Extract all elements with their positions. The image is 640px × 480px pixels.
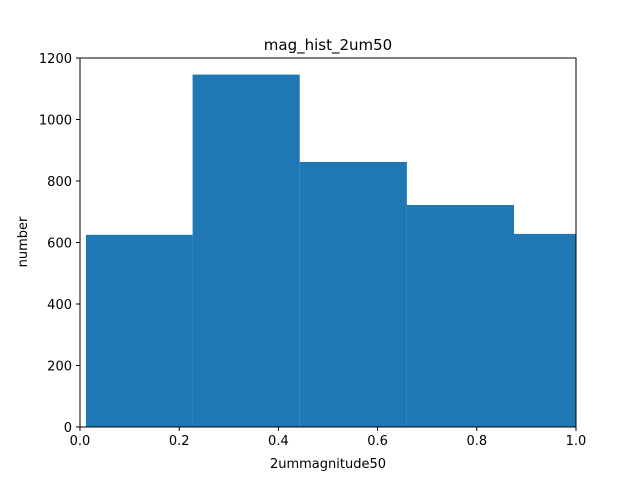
histogram-bar-3 bbox=[299, 161, 407, 427]
x-tick-label-2: 0.4 bbox=[268, 434, 289, 449]
y-tick-label-0: 0 bbox=[64, 421, 72, 436]
x-axis-label: 2ummagnitude50 bbox=[270, 457, 386, 472]
x-tick-label-0: 0.0 bbox=[70, 434, 91, 449]
y-tick-label-3: 600 bbox=[47, 237, 72, 252]
plot-frame bbox=[79, 57, 577, 428]
y-axis-ticks: 0 200 400 600 800 1000 1200 bbox=[39, 52, 80, 436]
y-tick-label-5: 1000 bbox=[39, 114, 72, 129]
histogram-bar-2 bbox=[192, 74, 300, 427]
bars-group bbox=[85, 74, 576, 427]
y-tick-label-6: 1200 bbox=[39, 52, 72, 67]
y-tick-label-1: 200 bbox=[47, 360, 72, 375]
chart-title: mag_hist_2um50 bbox=[264, 36, 392, 55]
x-tick-label-4: 0.8 bbox=[466, 434, 487, 449]
y-axis-label: number bbox=[16, 216, 31, 267]
x-tick-label-3: 0.6 bbox=[367, 434, 388, 449]
histogram-bar-4 bbox=[406, 204, 514, 427]
histogram-bar-1 bbox=[85, 234, 193, 427]
y-tick-label-2: 400 bbox=[47, 298, 72, 313]
y-tick-label-4: 800 bbox=[47, 175, 72, 190]
histogram-bar-5 bbox=[514, 233, 576, 427]
x-tick-label-5: 1.0 bbox=[566, 434, 587, 449]
x-tick-label-1: 0.2 bbox=[169, 434, 190, 449]
x-axis-ticks: 0.0 0.2 0.4 0.6 0.8 1.0 bbox=[70, 427, 587, 449]
